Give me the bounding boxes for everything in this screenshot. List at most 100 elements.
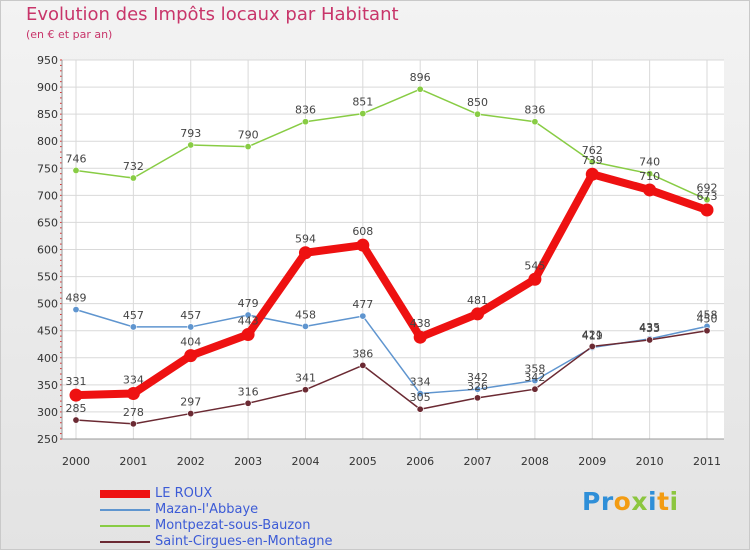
data-point bbox=[244, 143, 252, 151]
data-point bbox=[184, 349, 198, 363]
data-label: 790 bbox=[238, 129, 259, 142]
data-point bbox=[531, 385, 539, 393]
data-point bbox=[301, 118, 309, 126]
data-point bbox=[359, 361, 367, 369]
data-label: 850 bbox=[467, 96, 488, 109]
data-point bbox=[72, 416, 80, 424]
x-tick-label: 2009 bbox=[578, 455, 606, 468]
data-label: 457 bbox=[123, 309, 144, 322]
data-label: 435 bbox=[639, 321, 660, 334]
data-point bbox=[69, 388, 83, 402]
data-point bbox=[359, 110, 367, 118]
data-point bbox=[244, 311, 252, 319]
data-point bbox=[474, 110, 482, 118]
x-tick-label: 2007 bbox=[464, 455, 492, 468]
data-point bbox=[531, 118, 539, 126]
data-point bbox=[187, 410, 195, 418]
data-label: 762 bbox=[582, 144, 603, 157]
x-tick-label: 2001 bbox=[119, 455, 147, 468]
y-tick-label: 450 bbox=[37, 325, 58, 338]
data-point bbox=[241, 328, 255, 342]
data-label: 793 bbox=[180, 127, 201, 140]
y-tick-label: 350 bbox=[37, 379, 58, 392]
data-label: 297 bbox=[180, 396, 201, 409]
data-label: 285 bbox=[66, 402, 87, 415]
data-label: 740 bbox=[639, 156, 660, 169]
data-label: 692 bbox=[697, 182, 718, 195]
data-label: 710 bbox=[639, 170, 660, 183]
y-tick-label: 250 bbox=[37, 433, 58, 446]
data-point bbox=[129, 174, 137, 182]
y-tick-label: 700 bbox=[37, 189, 58, 202]
data-point bbox=[474, 385, 482, 393]
data-label: 326 bbox=[467, 380, 488, 393]
legend-swatch bbox=[100, 490, 150, 498]
data-point bbox=[646, 170, 654, 178]
data-point bbox=[301, 386, 309, 394]
y-tick-label: 500 bbox=[37, 298, 58, 311]
data-label: 594 bbox=[295, 233, 316, 246]
data-point bbox=[298, 246, 312, 260]
data-point bbox=[700, 203, 714, 217]
y-tick-label: 800 bbox=[37, 135, 58, 148]
legend-label: Montpezat-sous-Bauzon bbox=[155, 518, 311, 533]
data-point bbox=[531, 377, 539, 385]
legend-swatch bbox=[100, 509, 150, 511]
x-tick-label: 2003 bbox=[234, 455, 262, 468]
x-tick-label: 2006 bbox=[406, 455, 434, 468]
data-point bbox=[703, 327, 711, 335]
data-point bbox=[413, 330, 427, 344]
x-tick-label: 2008 bbox=[521, 455, 549, 468]
data-label: 481 bbox=[467, 294, 488, 307]
data-point bbox=[643, 183, 657, 197]
data-label: 896 bbox=[410, 71, 431, 84]
proxiti-logo: Proxiti bbox=[582, 487, 679, 516]
data-point bbox=[528, 272, 542, 286]
x-tick-label: 2005 bbox=[349, 455, 377, 468]
data-label: 450 bbox=[697, 313, 718, 326]
y-tick-label: 600 bbox=[37, 244, 58, 257]
x-tick-label: 2004 bbox=[291, 455, 319, 468]
data-label: 342 bbox=[524, 371, 545, 384]
data-label: 477 bbox=[352, 298, 373, 311]
data-point bbox=[359, 312, 367, 320]
legend-label: Saint-Cirgues-en-Montagne bbox=[155, 534, 333, 549]
x-tick-label: 2011 bbox=[693, 455, 721, 468]
series-line bbox=[75, 88, 708, 201]
data-label: 458 bbox=[295, 308, 316, 321]
x-tick-label: 2002 bbox=[177, 455, 205, 468]
data-label: 836 bbox=[295, 104, 316, 117]
legend-swatch bbox=[100, 525, 150, 527]
data-point bbox=[416, 85, 424, 93]
data-label: 438 bbox=[410, 317, 431, 330]
data-label: 421 bbox=[582, 328, 603, 341]
data-label: 278 bbox=[123, 406, 144, 419]
data-point bbox=[129, 323, 137, 331]
data-label: 479 bbox=[238, 297, 259, 310]
data-point bbox=[585, 167, 599, 181]
data-label: 419 bbox=[582, 329, 603, 342]
data-point bbox=[244, 399, 252, 407]
data-label: 334 bbox=[410, 376, 431, 389]
data-label: 851 bbox=[352, 96, 373, 109]
data-label: 443 bbox=[238, 315, 259, 328]
data-point bbox=[301, 322, 309, 330]
x-tick-label: 2000 bbox=[62, 455, 90, 468]
chart-title: Evolution des Impôts locaux par Habitant bbox=[26, 4, 399, 25]
data-label: 341 bbox=[295, 372, 316, 385]
data-point bbox=[416, 390, 424, 398]
legend-label: Mazan-l'Abbaye bbox=[155, 502, 259, 517]
data-point bbox=[72, 306, 80, 314]
x-tick-label: 2010 bbox=[636, 455, 664, 468]
data-label: 458 bbox=[697, 308, 718, 321]
data-point bbox=[356, 238, 370, 252]
data-label: 305 bbox=[410, 391, 431, 404]
data-point bbox=[187, 323, 195, 331]
legend-label: LE ROUX bbox=[155, 486, 213, 501]
data-point bbox=[187, 141, 195, 149]
data-label: 739 bbox=[582, 154, 603, 167]
data-label: 545 bbox=[524, 259, 545, 272]
chart-subtitle: (en € et par an) bbox=[26, 28, 113, 41]
data-label: 489 bbox=[66, 292, 87, 305]
